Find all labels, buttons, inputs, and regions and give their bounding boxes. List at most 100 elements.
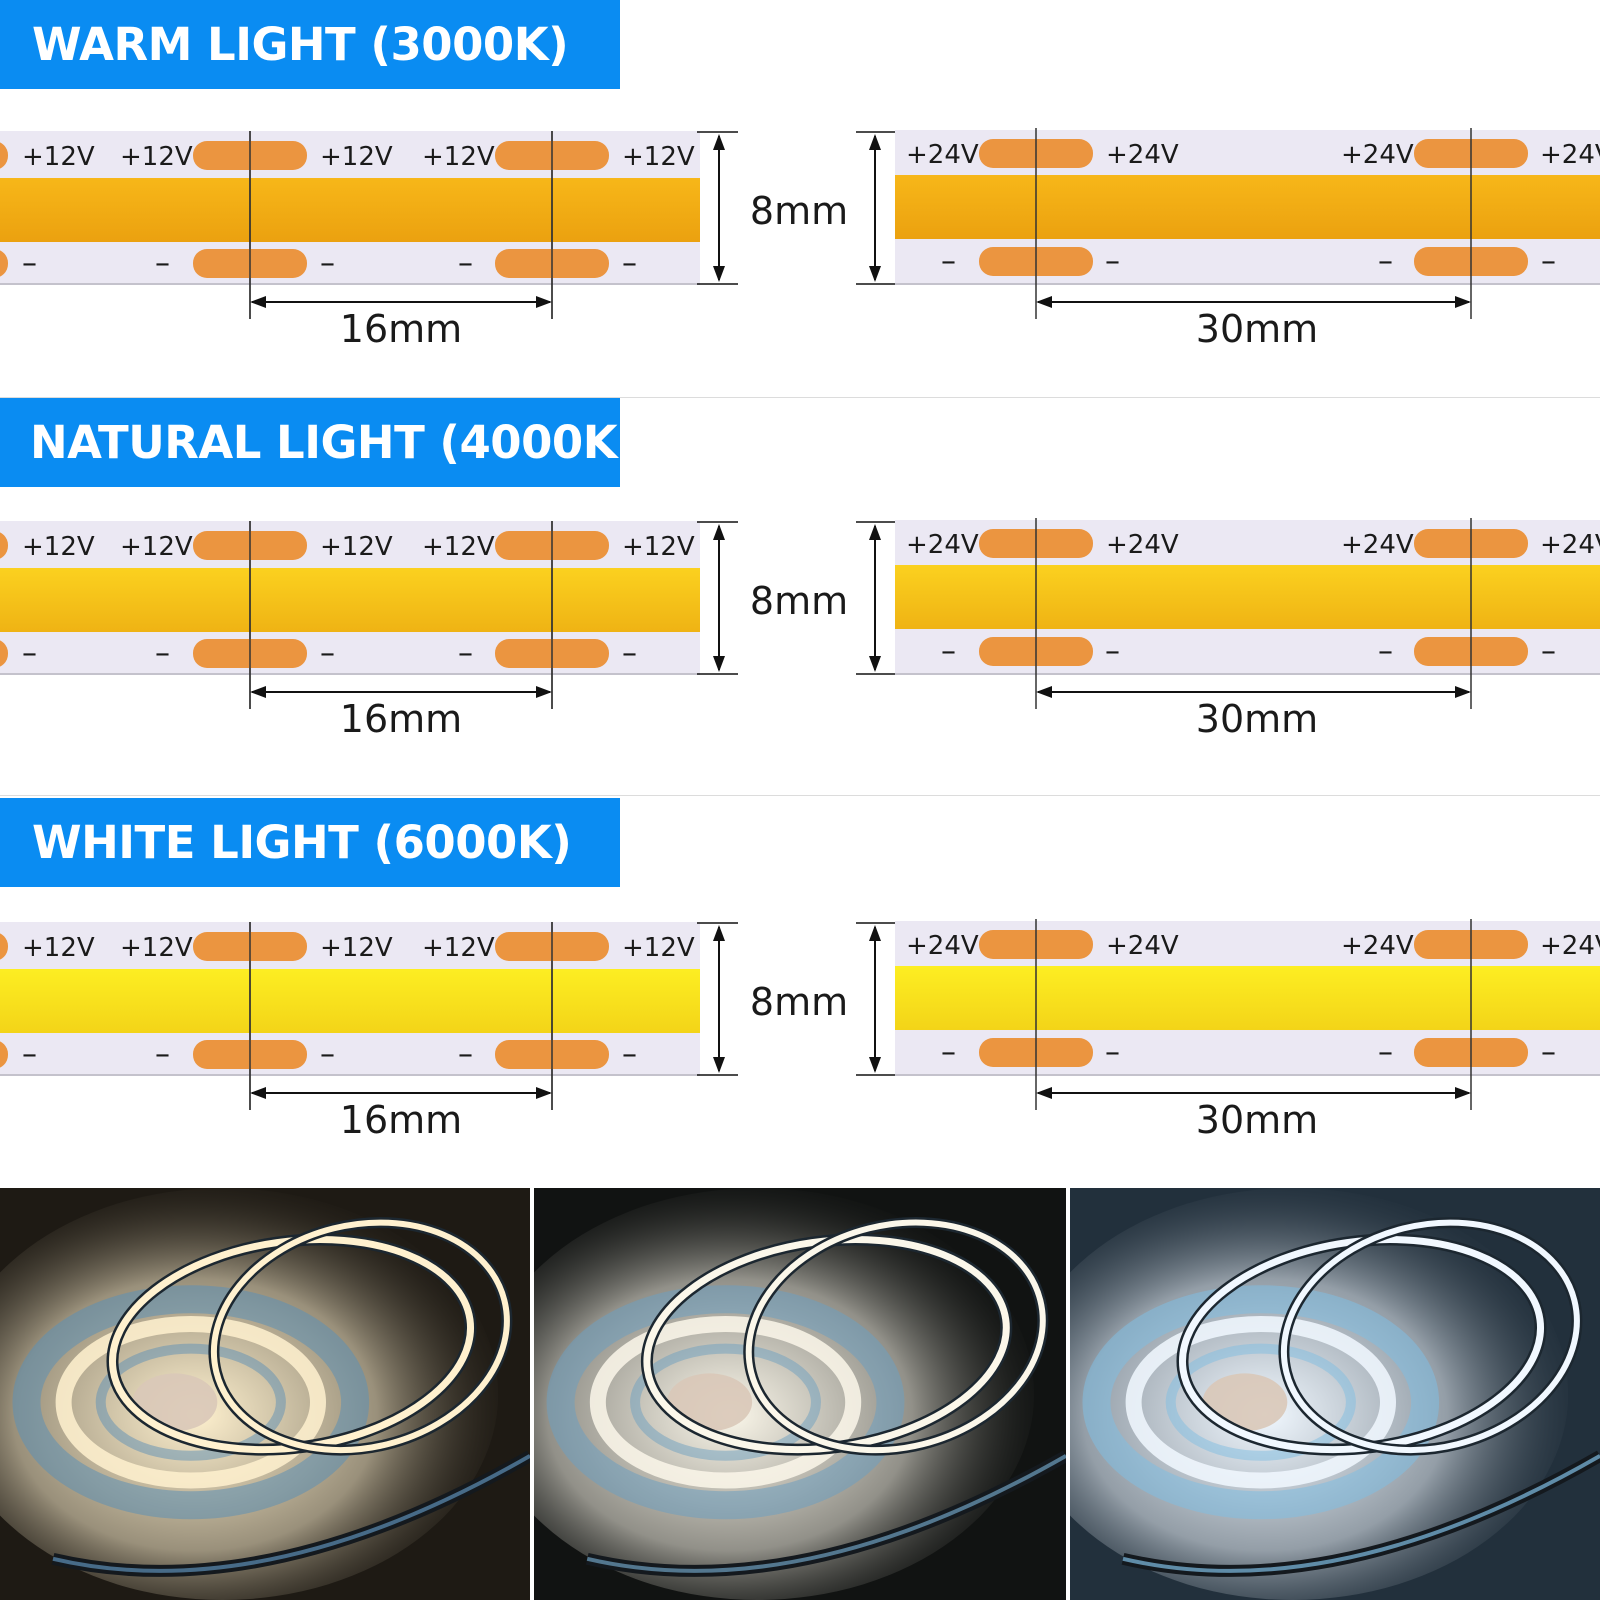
pos-label: +12V <box>422 142 495 172</box>
neg-label: – <box>22 246 37 281</box>
pos-label: +12V <box>22 933 95 963</box>
pos-label: +12V <box>320 532 393 562</box>
led-reel-illustration <box>0 1188 530 1600</box>
arrow-head <box>713 656 725 672</box>
pos-label: +24V <box>1540 140 1600 170</box>
neg-label: – <box>1105 1035 1120 1070</box>
neg-label: – <box>155 1037 170 1072</box>
arrow-head <box>536 296 552 308</box>
arrow-head <box>1036 1087 1052 1099</box>
left-strip-12v: +12V +12V +12V +12V +12V– – – – –16mm <box>0 521 700 741</box>
pos-label: +12V <box>320 142 393 172</box>
width-dimension: 8mm <box>697 131 895 285</box>
pitch-label-30mm: 30mm <box>1196 697 1318 741</box>
neg-label: – <box>941 1035 956 1070</box>
neg-label: – <box>1541 244 1556 279</box>
neg-label: – <box>1105 634 1120 669</box>
cob-led-strip <box>0 969 700 1033</box>
arrow-head <box>869 266 881 282</box>
neg-label: – <box>458 636 473 671</box>
pos-label: +12V <box>120 933 193 963</box>
arrow-head <box>536 1087 552 1099</box>
pitch-label-16mm: 16mm <box>340 307 462 351</box>
section-divider <box>0 397 1600 398</box>
arrow-head <box>869 1057 881 1073</box>
pos-label: +24V <box>1540 931 1600 961</box>
photo-warm-led-reel <box>0 1188 530 1600</box>
arrow-head <box>1455 296 1471 308</box>
pitch-label-16mm: 16mm <box>340 697 462 741</box>
neg-label: – <box>1378 244 1393 279</box>
cob-led-strip <box>895 175 1600 239</box>
neg-label: – <box>1541 1035 1556 1070</box>
product-photos <box>0 1188 1600 1600</box>
left-strip-12v: +12V +12V +12V +12V +12V– – – – –16mm <box>0 131 700 351</box>
arrow-head <box>869 656 881 672</box>
arrow-head <box>869 134 881 150</box>
arrow-head <box>250 296 266 308</box>
width-label-8mm: 8mm <box>750 189 848 233</box>
neg-label: – <box>941 634 956 669</box>
arrow-head <box>869 925 881 941</box>
solder-pad <box>0 640 8 667</box>
section-natural-light: NATURAL LIGHT (4000K) <box>0 398 1600 796</box>
pos-label: +12V <box>22 142 95 172</box>
neg-label: – <box>1378 634 1393 669</box>
neg-label: – <box>320 636 335 671</box>
right-strip-24v: +24V +24V +24V +24V – – – – 30mm <box>895 919 1600 1142</box>
section-title: WHITE LIGHT (6000K) <box>32 816 572 869</box>
neg-label: – <box>1105 244 1120 279</box>
neg-label: – <box>22 1037 37 1072</box>
width-dimension: 8mm <box>697 521 895 675</box>
section-banner: WARM LIGHT (3000K) <box>0 0 620 89</box>
pos-label: +12V <box>120 142 193 172</box>
section-divider <box>0 795 1600 796</box>
pos-label: +12V <box>422 933 495 963</box>
arrow-head <box>250 686 266 698</box>
pos-label: +12V <box>422 532 495 562</box>
pitch-label-30mm: 30mm <box>1196 307 1318 351</box>
photo-natural-led-reel <box>534 1188 1066 1600</box>
section-title: NATURAL LIGHT (4000K) <box>30 416 638 469</box>
pitch-label-30mm: 30mm <box>1196 1098 1318 1142</box>
neg-label: – <box>458 246 473 281</box>
pos-label: +12V <box>120 532 193 562</box>
pos-label: +24V <box>1341 530 1414 560</box>
neg-label: – <box>941 244 956 279</box>
cob-led-strip <box>895 966 1600 1030</box>
pos-label: +12V <box>622 532 695 562</box>
section-white-light: WHITE LIGHT (6000K) <box>0 798 1600 1196</box>
cob-led-strip <box>895 565 1600 629</box>
arrow-head <box>250 1087 266 1099</box>
pos-label: +24V <box>906 931 979 961</box>
neg-label: – <box>458 1037 473 1072</box>
pos-label: +24V <box>1341 140 1414 170</box>
solder-pad <box>0 142 8 169</box>
neg-label: – <box>1541 634 1556 669</box>
section-banner: WHITE LIGHT (6000K) <box>0 798 620 887</box>
right-strip-24v: +24V +24V +24V +24V – – – – 30mm <box>895 518 1600 741</box>
pos-label: +24V <box>1341 931 1414 961</box>
arrow-head <box>713 266 725 282</box>
pos-label: +24V <box>906 140 979 170</box>
width-label-8mm: 8mm <box>750 579 848 623</box>
arrow-head <box>713 1057 725 1073</box>
pos-label: +12V <box>622 933 695 963</box>
width-dimension: 8mm <box>697 922 895 1076</box>
solder-pad <box>0 250 8 277</box>
solder-pad <box>0 532 8 559</box>
solder-pad <box>0 1041 8 1068</box>
arrow-head <box>1455 1087 1471 1099</box>
left-strip-12v: +12V +12V +12V +12V +12V– – – – –16mm <box>0 922 700 1142</box>
cob-led-strip <box>0 178 700 242</box>
section-title: WARM LIGHT (3000K) <box>32 18 569 71</box>
arrow-head <box>869 524 881 540</box>
width-label-8mm: 8mm <box>750 980 848 1024</box>
arrow-head <box>536 686 552 698</box>
neg-label: – <box>622 636 637 671</box>
right-strip-24v: +24V +24V +24V +24V – – – – 30mm <box>895 128 1600 351</box>
solder-pad <box>0 933 8 960</box>
